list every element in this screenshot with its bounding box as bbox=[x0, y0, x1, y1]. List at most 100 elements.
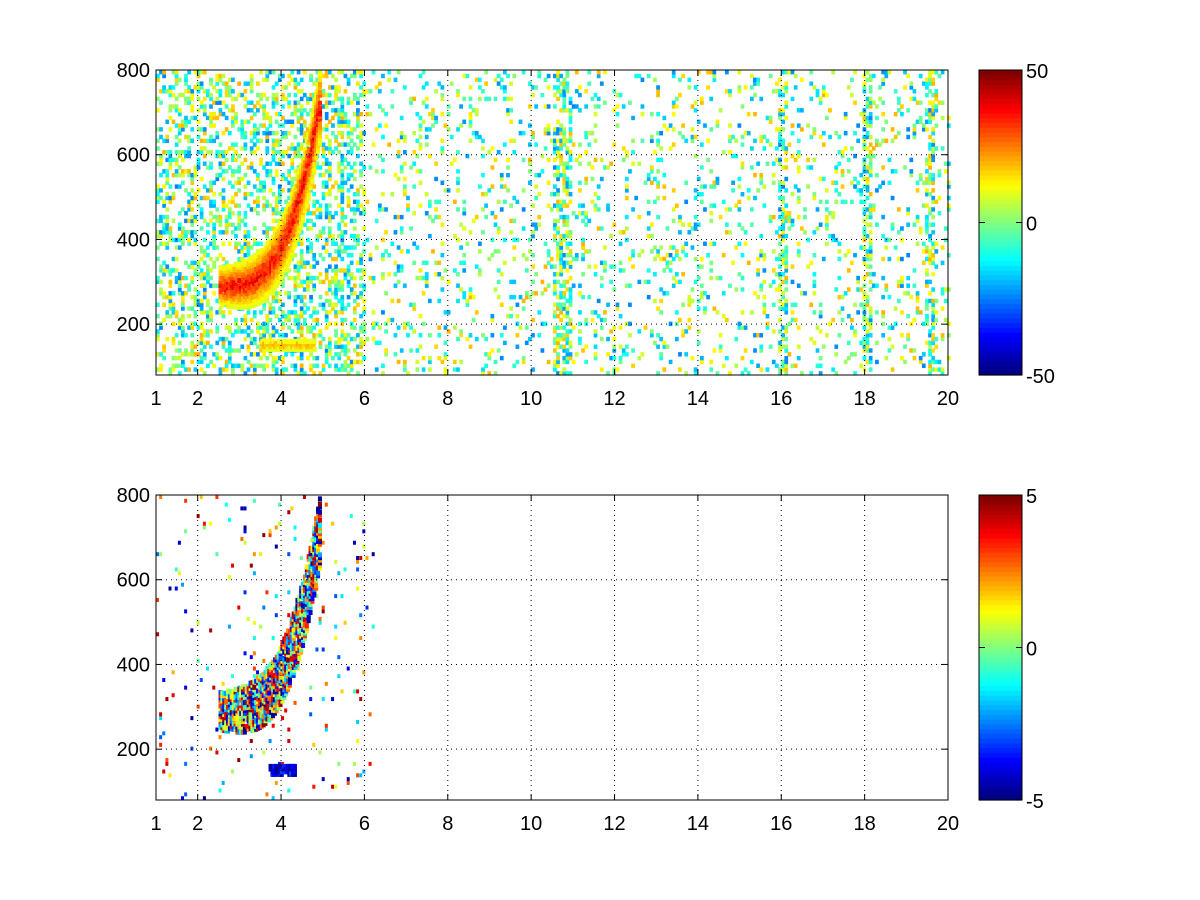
heatmap-cell bbox=[171, 268, 176, 273]
heatmap-cell bbox=[315, 214, 320, 220]
heatmap-cell bbox=[315, 81, 320, 86]
heatmap-cell bbox=[231, 230, 235, 235]
heatmap-cell bbox=[427, 298, 432, 304]
heatmap-cell bbox=[571, 142, 576, 147]
heatmap-cell bbox=[265, 146, 270, 151]
heatmap-cell bbox=[274, 119, 279, 124]
heatmap-cell bbox=[187, 218, 191, 224]
heatmap-cell bbox=[259, 96, 263, 102]
heatmap-cell bbox=[812, 272, 817, 277]
heatmap-cell bbox=[227, 207, 232, 212]
heatmap-cell bbox=[915, 241, 920, 246]
heatmap-cell bbox=[234, 142, 238, 147]
heatmap-cell bbox=[906, 207, 911, 212]
heatmap-cell bbox=[196, 352, 201, 357]
heatmap-cell bbox=[649, 329, 654, 334]
heatmap-cell bbox=[221, 310, 226, 315]
heatmap-cell bbox=[574, 253, 579, 258]
heatmap-cell bbox=[295, 218, 300, 224]
heatmap-cell bbox=[562, 104, 567, 109]
heatmap-cell bbox=[609, 264, 614, 269]
heatmap-cell bbox=[162, 85, 166, 90]
heatmap-cell bbox=[524, 325, 529, 330]
heatmap-cell bbox=[803, 214, 807, 220]
heatmap-cell bbox=[621, 268, 626, 273]
heatmap-cell bbox=[784, 260, 789, 266]
heatmap-cell bbox=[771, 359, 776, 365]
heatmap-cell bbox=[368, 111, 373, 117]
heatmap-cell bbox=[937, 73, 942, 79]
heatmap-cell bbox=[900, 275, 904, 281]
heatmap-cell bbox=[239, 280, 244, 286]
heatmap-cell bbox=[574, 256, 579, 262]
heatmap-cell bbox=[556, 188, 560, 193]
heatmap-cell bbox=[277, 291, 282, 296]
heatmap-cell bbox=[387, 272, 392, 277]
heatmap-cell bbox=[515, 321, 520, 327]
heatmap-cell bbox=[337, 169, 342, 174]
heatmap-cell bbox=[865, 249, 870, 254]
heatmap-cell bbox=[556, 355, 560, 361]
heatmap-cell bbox=[631, 253, 635, 258]
heatmap-cell bbox=[881, 100, 886, 105]
heatmap-cell bbox=[371, 336, 376, 342]
heatmap-cell bbox=[562, 253, 567, 258]
heatmap-cell bbox=[340, 169, 345, 174]
heatmap-cell bbox=[815, 348, 820, 353]
heatmap-cell bbox=[881, 127, 886, 132]
heatmap-cell bbox=[674, 279, 679, 285]
heatmap-cell bbox=[281, 371, 285, 376]
heatmap-cell bbox=[424, 272, 429, 277]
heatmap-cell bbox=[543, 131, 548, 136]
heatmap-cell bbox=[331, 256, 335, 262]
heatmap-cell bbox=[190, 108, 195, 113]
heatmap-cell bbox=[356, 268, 360, 273]
heatmap-cell bbox=[556, 272, 560, 277]
heatmap-cell bbox=[624, 344, 629, 349]
heatmap-cell bbox=[943, 161, 948, 166]
heatmap-cell bbox=[284, 317, 288, 323]
heatmap-cell bbox=[371, 279, 376, 285]
heatmap-cell bbox=[343, 336, 348, 342]
heatmap-cell bbox=[168, 153, 173, 159]
heatmap-cell bbox=[396, 150, 401, 155]
heatmap-cell bbox=[324, 355, 329, 361]
heatmap-cell bbox=[165, 245, 170, 250]
heatmap-cell bbox=[925, 272, 929, 277]
heatmap-cell bbox=[215, 310, 220, 315]
heatmap-cell bbox=[218, 153, 223, 159]
heatmap-cell bbox=[340, 344, 345, 349]
heatmap-cell bbox=[352, 336, 357, 342]
heatmap-cell bbox=[234, 115, 238, 121]
heatmap-cell bbox=[337, 310, 342, 315]
heatmap-cell bbox=[193, 287, 198, 292]
heatmap-cell bbox=[259, 310, 263, 315]
heatmap-cell bbox=[412, 184, 417, 189]
heatmap-cell bbox=[290, 352, 295, 357]
heatmap-cell bbox=[209, 123, 213, 128]
heatmap-cell bbox=[474, 111, 479, 117]
heatmap-cell bbox=[237, 218, 242, 224]
heatmap-cell bbox=[215, 245, 220, 250]
heatmap-cell bbox=[553, 348, 557, 353]
heatmap-cell bbox=[168, 230, 173, 235]
heatmap-cell bbox=[174, 363, 179, 368]
heatmap-cell bbox=[568, 321, 573, 327]
heatmap-cell bbox=[743, 325, 748, 330]
heatmap-cell bbox=[387, 253, 392, 258]
heatmap-cell bbox=[293, 104, 298, 109]
heatmap-cell bbox=[562, 237, 567, 243]
heatmap-cell bbox=[928, 161, 932, 166]
heatmap-cell bbox=[759, 333, 764, 338]
heatmap-cell bbox=[199, 70, 204, 75]
heatmap-cell bbox=[265, 226, 270, 231]
heatmap-cell bbox=[487, 371, 492, 376]
heatmap-cell bbox=[728, 138, 732, 144]
heatmap-cell bbox=[156, 329, 160, 334]
heatmap-cell bbox=[340, 268, 345, 273]
heatmap-cell bbox=[274, 207, 279, 212]
heatmap-cell bbox=[362, 272, 367, 277]
heatmap-cell bbox=[184, 333, 188, 338]
heatmap-cell bbox=[421, 119, 426, 124]
heatmap-cell bbox=[340, 211, 345, 216]
